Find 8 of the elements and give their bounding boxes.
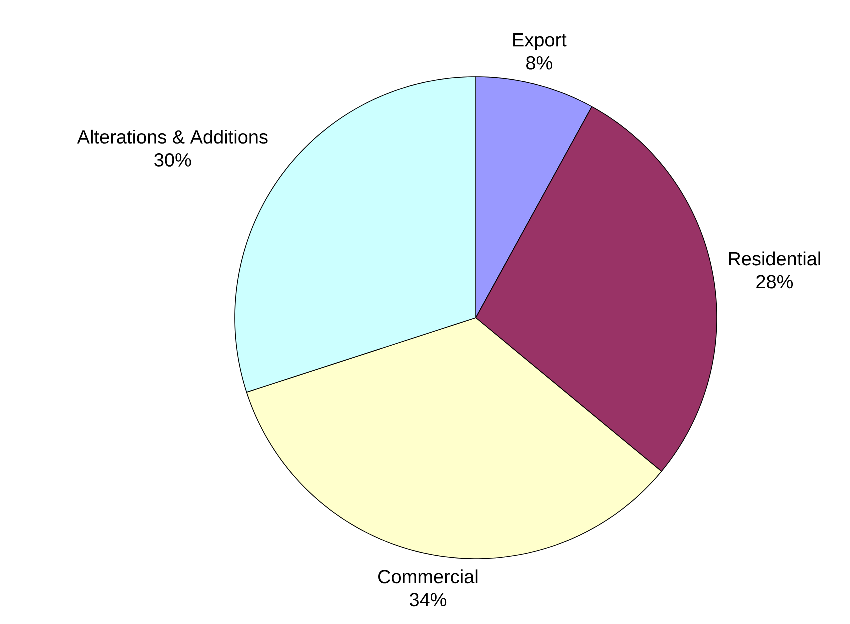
data-label: 28%: [756, 275, 794, 289]
data-label: 8%: [526, 56, 552, 70]
slice-label: Commercial: [378, 570, 478, 584]
data-label: 34%: [410, 593, 447, 607]
slice-label: Alterations & Additions: [77, 130, 268, 144]
slice-label: Residential: [729, 252, 820, 266]
data-label: 30%: [154, 153, 192, 167]
slice-label: Export: [514, 34, 567, 51]
